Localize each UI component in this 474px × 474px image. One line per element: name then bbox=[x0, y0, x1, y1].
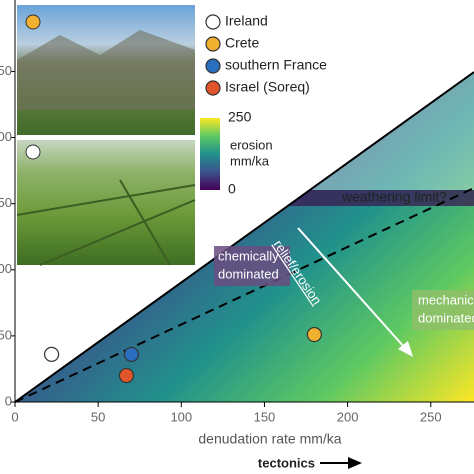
photo-marker bbox=[25, 144, 41, 160]
point bbox=[43, 346, 60, 362]
point bbox=[123, 346, 140, 362]
x-tick-label: 150 bbox=[254, 409, 276, 424]
x-tick-label: 0 bbox=[11, 409, 18, 424]
colorbar bbox=[200, 118, 220, 190]
label-box bbox=[412, 290, 474, 330]
photo-fields bbox=[17, 140, 195, 265]
y-tick-label: 150 bbox=[0, 195, 12, 210]
colorbar-tick-label: 250 bbox=[228, 109, 252, 125]
photo-detail bbox=[17, 30, 195, 110]
colorbar-title: mm/ka bbox=[230, 153, 270, 168]
tectonics-label: tectonics bbox=[258, 455, 315, 470]
y-tick-label: 0 bbox=[5, 393, 12, 408]
colorbar-tick-label: 0 bbox=[228, 181, 236, 197]
annotation: dominated bbox=[418, 310, 474, 325]
legend-marker bbox=[205, 58, 221, 74]
legend-marker bbox=[205, 80, 221, 96]
legend-label: Ireland bbox=[225, 13, 268, 29]
diagonal bbox=[14, 71, 474, 403]
annotation: chemically bbox=[218, 248, 279, 263]
y-tick-label: 100 bbox=[0, 261, 12, 276]
x-tick-label: 50 bbox=[91, 409, 105, 424]
tectonics-arrow-head bbox=[348, 457, 362, 469]
annotation: mechanically bbox=[418, 292, 474, 307]
legend-label: Crete bbox=[225, 35, 259, 51]
y-tick-label: 250 bbox=[0, 63, 12, 78]
x-tick-label: 100 bbox=[170, 409, 192, 424]
point bbox=[306, 326, 322, 343]
legend-label: Israel (Soreq) bbox=[225, 79, 310, 95]
colorbar-title: erosion bbox=[230, 137, 273, 152]
x-tick-label: 200 bbox=[337, 409, 359, 424]
x-axis-label: denudation rate mm/ka bbox=[198, 431, 341, 447]
legend-marker bbox=[205, 36, 221, 52]
x-tick-label: 250 bbox=[420, 409, 442, 424]
y-tick-label: 50 bbox=[0, 327, 12, 342]
relief-arrow bbox=[297, 227, 406, 349]
legend-marker bbox=[205, 14, 221, 30]
y-tick-label: 200 bbox=[0, 129, 12, 144]
legend-label: southern France bbox=[225, 57, 327, 73]
photo-detail bbox=[16, 179, 196, 266]
photo-marker bbox=[25, 14, 41, 30]
label-box bbox=[214, 246, 290, 286]
annotation: weathering limit? bbox=[341, 189, 447, 205]
annotation: dominated bbox=[218, 266, 279, 281]
relief-arrow-head bbox=[398, 341, 413, 357]
point bbox=[118, 367, 135, 384]
dashed-line bbox=[14, 187, 474, 403]
